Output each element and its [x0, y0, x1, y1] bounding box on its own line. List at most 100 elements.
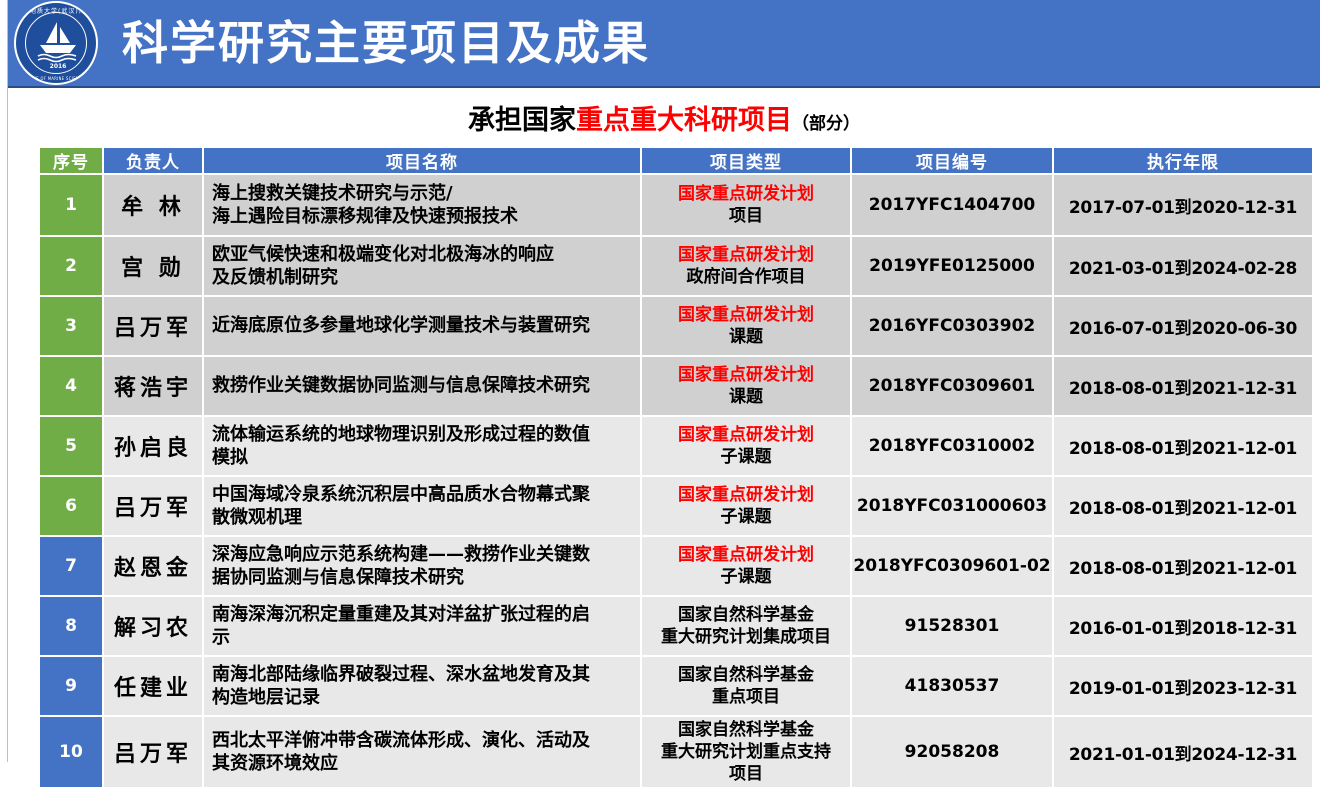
cell-leader: 吕万军: [104, 717, 202, 787]
cell-project-type: 国家重点研发计划 子课题: [642, 417, 850, 475]
column-header-duration: 执行年限: [1054, 148, 1312, 173]
cell-index: 5: [40, 417, 102, 475]
page-banner: 中国地质大学(武汉)海洋学院 2016 COLLEGE OF MARINE SC…: [8, 0, 1320, 88]
cell-project-name: 流体输运系统的地球物理识别及形成过程的数值 模拟: [204, 417, 640, 475]
cell-index: 9: [40, 657, 102, 715]
cell-index: 2: [40, 237, 102, 295]
cell-project-name: 欧亚气候快速和极端变化对北极海冰的响应 及反馈机制研究: [204, 237, 640, 295]
emblem-english-text: COLLEGE OF MARINE SCIENCE AND TECHNOLOGY: [19, 76, 96, 81]
cell-index: 8: [40, 597, 102, 655]
table-row: 5 孙启良 流体输运系统的地球物理识别及形成过程的数值 模拟 国家重点研发计划 子课题 20…: [40, 417, 1312, 475]
cell-project-code: 2018YFC0309601-02: [852, 537, 1052, 595]
column-header-project-code: 项目编号: [852, 148, 1052, 173]
project-type-highlight: 国家重点研发计划: [678, 183, 814, 204]
project-type-text: 项目: [729, 764, 763, 785]
cell-project-name: 中国海域冷泉系统沉积层中高品质水合物幕式聚 散微观机理: [204, 477, 640, 535]
cell-project-name: 南海深海沉积定量重建及其对洋盆扩张过程的启示: [204, 597, 640, 655]
emblem-inner-ring: [25, 12, 87, 74]
project-type-text: 政府间合作项目: [686, 267, 806, 287]
cell-project-code: 2018YFC0309601: [852, 357, 1052, 415]
cell-duration: 2021-03-01到2024-02-28: [1054, 237, 1312, 295]
project-type-text: 国家自然科学基金: [678, 604, 814, 625]
project-type-text: 项目: [729, 206, 763, 226]
cell-project-code: 2016YFC0303902: [852, 297, 1052, 355]
cell-duration: 2018-08-01到2021-12-01: [1054, 417, 1312, 475]
table-row: 10 吕万军 西北太平洋俯冲带含碳流体形成、演化、活动及 其资源环境效应 国家自然科学基…: [40, 717, 1312, 787]
table-header-row: 序号 负责人 项目名称 项目类型 项目编号 执行年限: [40, 148, 1312, 173]
cell-project-name: 深海应急响应示范系统构建——救捞作业关键数 据协同监测与信息保障技术研究: [204, 537, 640, 595]
college-emblem-logo: 中国地质大学(武汉)海洋学院 2016 COLLEGE OF MARINE SC…: [14, 1, 98, 85]
subtitle-suffix: （部分）: [792, 114, 860, 134]
project-type-text: 国家自然科学基金: [678, 664, 814, 685]
project-type-text: 子课题: [720, 507, 772, 527]
table-row: 7 赵恩金 深海应急响应示范系统构建——救捞作业关键数 据协同监测与信息保障技术研究国…: [40, 537, 1312, 595]
emblem-circle: 中国地质大学(武汉)海洋学院 2016 COLLEGE OF MARINE SC…: [14, 1, 98, 85]
project-type-text: 重大研究计划集成项目: [661, 627, 831, 647]
cell-project-type: 国家重点研发计划 项目: [642, 175, 850, 235]
column-header-index: 序号: [40, 148, 102, 173]
cell-index: 10: [40, 717, 102, 787]
cell-index: 6: [40, 477, 102, 535]
cell-duration: 2018-08-01到2021-12-31: [1054, 357, 1312, 415]
cell-duration: 2016-01-01到2018-12-31: [1054, 597, 1312, 655]
cell-leader: 孙启良: [104, 417, 202, 475]
cell-project-code: 91528301: [852, 597, 1052, 655]
cell-project-type: 国家重点研发计划 课题: [642, 357, 850, 415]
cell-leader: 吕万军: [104, 477, 202, 535]
cell-project-code: 2018YFC031000603: [852, 477, 1052, 535]
cell-project-type: 国家重点研发计划 子课题: [642, 537, 850, 595]
project-type-highlight: 国家重点研发计划: [678, 304, 814, 325]
cell-project-type: 国家重点研发计划 子课题: [642, 477, 850, 535]
column-header-project-name: 项目名称: [204, 148, 640, 173]
subtitle-highlight: 重点重大科研项目: [576, 105, 792, 136]
subtitle-prefix: 承担国家: [468, 105, 576, 136]
project-type-text: 国家自然科学基金: [678, 719, 814, 740]
cell-project-type: 国家重点研发计划 政府间合作项目: [642, 237, 850, 295]
cell-project-name: 西北太平洋俯冲带含碳流体形成、演化、活动及 其资源环境效应: [204, 717, 640, 787]
emblem-year: 2016: [49, 63, 67, 70]
cell-duration: 2019-01-01到2023-12-31: [1054, 657, 1312, 715]
project-type-text: 重点项目: [712, 687, 780, 707]
project-type-text: 子课题: [720, 447, 772, 467]
project-type-highlight: 国家重点研发计划: [678, 364, 814, 385]
section-subtitle: 承担国家重点重大科研项目（部分）: [8, 98, 1320, 137]
project-type-text: 子课题: [720, 567, 772, 587]
project-type-text: 重大研究计划重点支持: [661, 741, 831, 762]
column-header-leader: 负责人: [104, 148, 202, 173]
page-title: 科学研究主要项目及成果: [122, 16, 650, 70]
table-row: 4 蒋浩宇 救捞作业关键数据协同监测与信息保障技术研究 国家重点研发计划 课题 2018Y…: [40, 357, 1312, 415]
cell-index: 3: [40, 297, 102, 355]
cell-leader: 赵恩金: [104, 537, 202, 595]
table-row: 8 解习农 南海深海沉积定量重建及其对洋盆扩张过程的启示 国家自然科学基金 重大研究计划…: [40, 597, 1312, 655]
cell-project-type: 国家自然科学基金 重点项目: [642, 657, 850, 715]
emblem-chinese-text: 中国地质大学(武汉)海洋学院: [16, 8, 98, 15]
sailboat-icon: [37, 22, 77, 63]
cell-project-code: 2018YFC0310002: [852, 417, 1052, 475]
project-type-highlight: 国家重点研发计划: [678, 424, 814, 445]
project-type-highlight: 国家重点研发计划: [678, 484, 814, 505]
table-row: 9 任建业 南海北部陆缘临界破裂过程、深水盆地发育及其 构造地层记录 国家自然科学基金重…: [40, 657, 1312, 715]
cell-project-name: 近海底原位多参量地球化学测量技术与装置研究: [204, 297, 640, 355]
cell-duration: 2016-07-01到2020-06-30: [1054, 297, 1312, 355]
table-head: 序号 负责人 项目名称 项目类型 项目编号 执行年限: [40, 148, 1312, 173]
cell-duration: 2018-08-01到2021-12-01: [1054, 477, 1312, 535]
table-row: 3 吕万军 近海底原位多参量地球化学测量技术与装置研究 国家重点研发计划 课题 2016Y…: [40, 297, 1312, 355]
cell-project-code: 2019YFE0125000: [852, 237, 1052, 295]
left-edge-rule: [7, 0, 8, 762]
cell-index: 4: [40, 357, 102, 415]
cell-leader: 牟 林: [104, 175, 202, 235]
cell-leader: 宫 勋: [104, 237, 202, 295]
cell-project-code: 2017YFC1404700: [852, 175, 1052, 235]
cell-project-code: 92058208: [852, 717, 1052, 787]
cell-duration: 2018-08-01到2021-12-01: [1054, 537, 1312, 595]
cell-leader: 解习农: [104, 597, 202, 655]
column-header-project-type: 项目类型: [642, 148, 850, 173]
project-type-highlight: 国家重点研发计划: [678, 244, 814, 265]
cell-project-type: 国家重点研发计划 课题: [642, 297, 850, 355]
project-type-text: 课题: [729, 387, 763, 407]
